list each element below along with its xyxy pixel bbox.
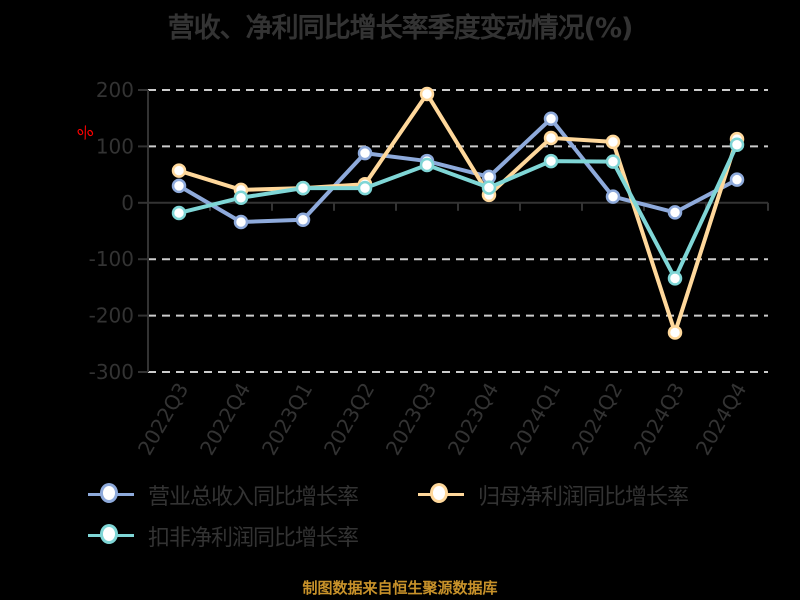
y-axis: 200 100 0 -100 -200 -300: [89, 78, 149, 384]
y-tick-label: 0: [121, 191, 134, 215]
series-line: [171, 137, 745, 286]
legend-item-deducted-net-profit[interactable]: 扣非净利润同比增长率: [88, 519, 359, 553]
data-point[interactable]: [295, 212, 311, 227]
data-point[interactable]: [667, 205, 683, 220]
data-point[interactable]: [419, 157, 435, 173]
legend-marker-icon: [418, 478, 464, 512]
data-point[interactable]: [295, 180, 311, 196]
data-point[interactable]: [605, 134, 621, 150]
data-point[interactable]: [357, 180, 373, 196]
data-point[interactable]: [481, 180, 497, 195]
data-point[interactable]: [233, 214, 249, 230]
series-line: [171, 86, 745, 340]
chart-title: 营收、净利同比增长率季度变动情况(%): [167, 13, 634, 44]
legend-item-revenue[interactable]: 营业总收入同比增长率: [88, 478, 359, 512]
y-tick-label: -300: [89, 360, 134, 384]
x-tick-label: 2023Q1: [257, 379, 317, 460]
legend-marker-icon: [88, 478, 134, 512]
x-tick-label: 2023Q2: [319, 379, 379, 460]
data-point[interactable]: [667, 271, 683, 286]
data-point[interactable]: [233, 190, 249, 205]
data-point[interactable]: [605, 154, 621, 169]
data-point[interactable]: [543, 153, 559, 169]
data-point[interactable]: [419, 86, 435, 102]
y-tick-label: 100: [96, 134, 134, 158]
series-lines: [171, 86, 745, 340]
x-tick-label: 2024Q4: [691, 379, 751, 460]
x-tick-label: 2022Q4: [195, 379, 255, 460]
data-point[interactable]: [729, 137, 745, 152]
y-tick-label: 200: [96, 78, 134, 102]
source-note: 制图数据来自恒生聚源数据库: [302, 579, 498, 597]
x-tick-label: 2024Q1: [505, 379, 565, 460]
data-point[interactable]: [357, 145, 373, 161]
data-point[interactable]: [543, 111, 559, 127]
y-tick-label: -200: [89, 304, 134, 328]
y-axis-unit: %: [74, 121, 97, 145]
x-tick-label: 2022Q3: [133, 379, 193, 460]
x-tick-label: 2023Q4: [443, 379, 503, 460]
data-point[interactable]: [171, 178, 187, 194]
data-point[interactable]: [667, 325, 683, 340]
data-point[interactable]: [171, 163, 187, 178]
x-tick-label: 2024Q2: [567, 379, 627, 460]
data-point[interactable]: [543, 130, 559, 146]
legend-marker-icon: [88, 519, 134, 553]
data-point[interactable]: [729, 172, 745, 187]
legend-label: 归母净利润同比增长率: [478, 485, 689, 510]
x-tick-label: 2023Q3: [381, 379, 441, 460]
x-tick-label: 2024Q3: [629, 379, 689, 460]
data-point[interactable]: [605, 189, 621, 204]
legend-label: 扣非净利润同比增长率: [148, 526, 359, 551]
legend-item-parent-net-profit[interactable]: 归母净利润同比增长率: [418, 478, 689, 512]
legend-label: 营业总收入同比增长率: [148, 485, 359, 510]
data-point[interactable]: [171, 205, 187, 221]
y-tick-label: -100: [89, 247, 134, 271]
